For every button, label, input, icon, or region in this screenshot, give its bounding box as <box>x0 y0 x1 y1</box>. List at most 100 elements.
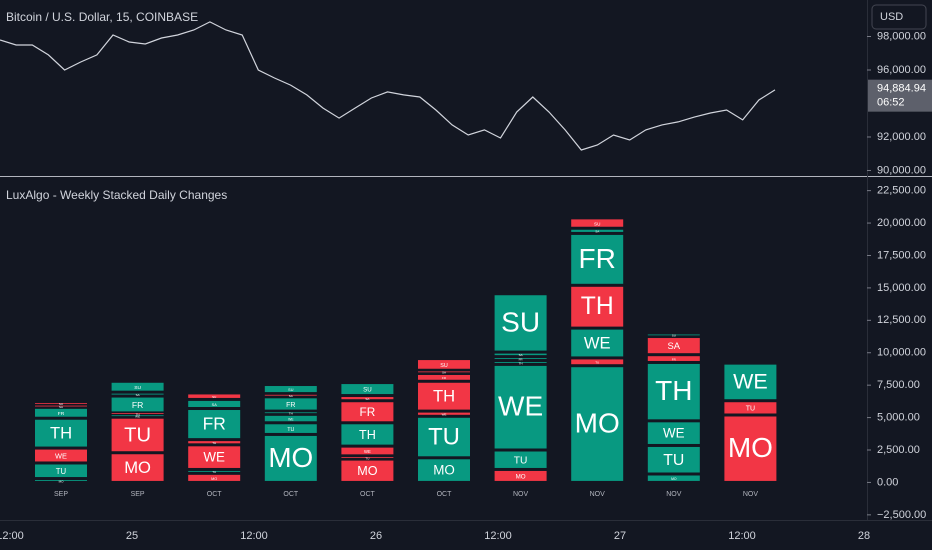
day-label: MO <box>59 479 64 483</box>
day-segment <box>111 413 164 414</box>
day-segment <box>418 417 470 457</box>
day-segment <box>188 474 241 481</box>
day-label: TU <box>595 361 599 365</box>
day-segment <box>264 394 317 396</box>
day-segment <box>35 405 87 407</box>
last-price-label: 94,884.94 <box>877 83 926 95</box>
price-tick-label: 92,000.00 <box>877 131 926 143</box>
day-label: SA <box>519 353 523 357</box>
day-segment <box>571 367 624 481</box>
value-tick-label: 17,500.00 <box>877 249 926 261</box>
day-label: SU <box>440 363 448 369</box>
day-segment <box>111 382 164 391</box>
value-tick-label: 15,000.00 <box>877 282 926 294</box>
day-segment <box>494 362 547 363</box>
day-segment <box>188 410 241 439</box>
week-label: OCT <box>437 491 453 498</box>
day-label: WE <box>584 333 611 352</box>
day-segment <box>418 371 470 373</box>
day-segment <box>35 403 87 404</box>
day-segment <box>494 470 547 481</box>
day-label: WE <box>135 415 140 419</box>
value-tick-label: 10,000.00 <box>877 347 926 359</box>
day-label: TU <box>663 452 684 469</box>
day-label: WE <box>203 450 225 465</box>
day-label: MO <box>575 407 620 438</box>
day-label: FR <box>286 402 295 409</box>
day-segment <box>418 412 470 415</box>
value-tick-label: 22,500.00 <box>877 185 926 197</box>
day-label: WE <box>364 449 371 454</box>
day-label: WE <box>288 417 294 421</box>
value-tick-label: 7,500.00 <box>877 379 920 391</box>
day-label: SA <box>59 405 63 409</box>
day-segment <box>571 219 624 227</box>
day-segment <box>111 454 164 481</box>
day-label: SU <box>288 388 294 392</box>
day-label: FR <box>132 400 143 410</box>
day-segment <box>111 397 164 412</box>
day-label: SU <box>134 385 141 391</box>
day-label: TH <box>136 412 140 416</box>
time-label: 12:00 <box>728 530 756 542</box>
day-segment <box>35 408 87 417</box>
day-label: WE <box>442 412 447 416</box>
last-price-box <box>868 79 932 112</box>
week-label: OCT <box>207 491 223 498</box>
day-segment <box>264 424 317 433</box>
day-label: WE <box>733 370 768 394</box>
day-label: SA <box>595 230 599 234</box>
day-label: TH <box>655 375 692 406</box>
day-label: TH <box>289 412 293 416</box>
day-segment <box>571 286 624 327</box>
day-label: TH <box>50 424 72 443</box>
day-label: MO <box>728 432 773 463</box>
day-segment <box>188 394 241 398</box>
day-label: MO <box>211 477 217 481</box>
day-label: SA <box>136 393 140 397</box>
day-segment <box>571 329 624 357</box>
day-segment <box>35 480 87 481</box>
day-label: TU <box>746 406 755 413</box>
price-tick-label: 96,000.00 <box>877 64 926 76</box>
time-label: 25 <box>126 530 138 542</box>
day-segment <box>647 334 700 336</box>
day-label: WE <box>498 391 543 422</box>
day-segment <box>647 422 700 444</box>
day-segment <box>341 397 394 400</box>
day-label: TU <box>428 423 460 450</box>
day-label: SU <box>363 387 372 394</box>
day-label: MO <box>516 474 526 481</box>
day-label: SU <box>672 334 676 338</box>
day-label: TH <box>359 428 376 442</box>
day-label: MO <box>268 442 313 473</box>
week-label: OCT <box>283 491 299 498</box>
day-segment <box>341 384 394 395</box>
day-label: SA <box>365 397 369 401</box>
day-segment <box>494 353 547 356</box>
day-segment <box>264 386 317 393</box>
day-segment <box>647 446 700 473</box>
value-tick-label: 0.00 <box>877 476 898 488</box>
day-segment <box>494 365 547 449</box>
time-label: 12:00 <box>484 530 512 542</box>
day-label: TU <box>124 424 151 446</box>
day-segment <box>571 234 624 284</box>
time-label: 26 <box>370 530 382 542</box>
day-label: SA <box>212 403 218 407</box>
time-label: 28 <box>858 530 870 542</box>
day-label: TH <box>212 441 216 445</box>
day-label: FR <box>579 243 616 274</box>
day-label: FR <box>360 405 376 419</box>
day-label: SA <box>668 340 681 351</box>
day-label: TU <box>287 427 294 433</box>
currency-button[interactable] <box>871 4 927 30</box>
day-label: FR <box>442 376 447 380</box>
week-label: NOV <box>743 491 759 498</box>
indicator-title: LuxAlgo - Weekly Stacked Daily Changes <box>6 188 227 202</box>
day-segment <box>188 400 241 408</box>
day-segment <box>724 416 777 481</box>
day-segment <box>647 356 700 361</box>
price-line <box>0 21 776 151</box>
